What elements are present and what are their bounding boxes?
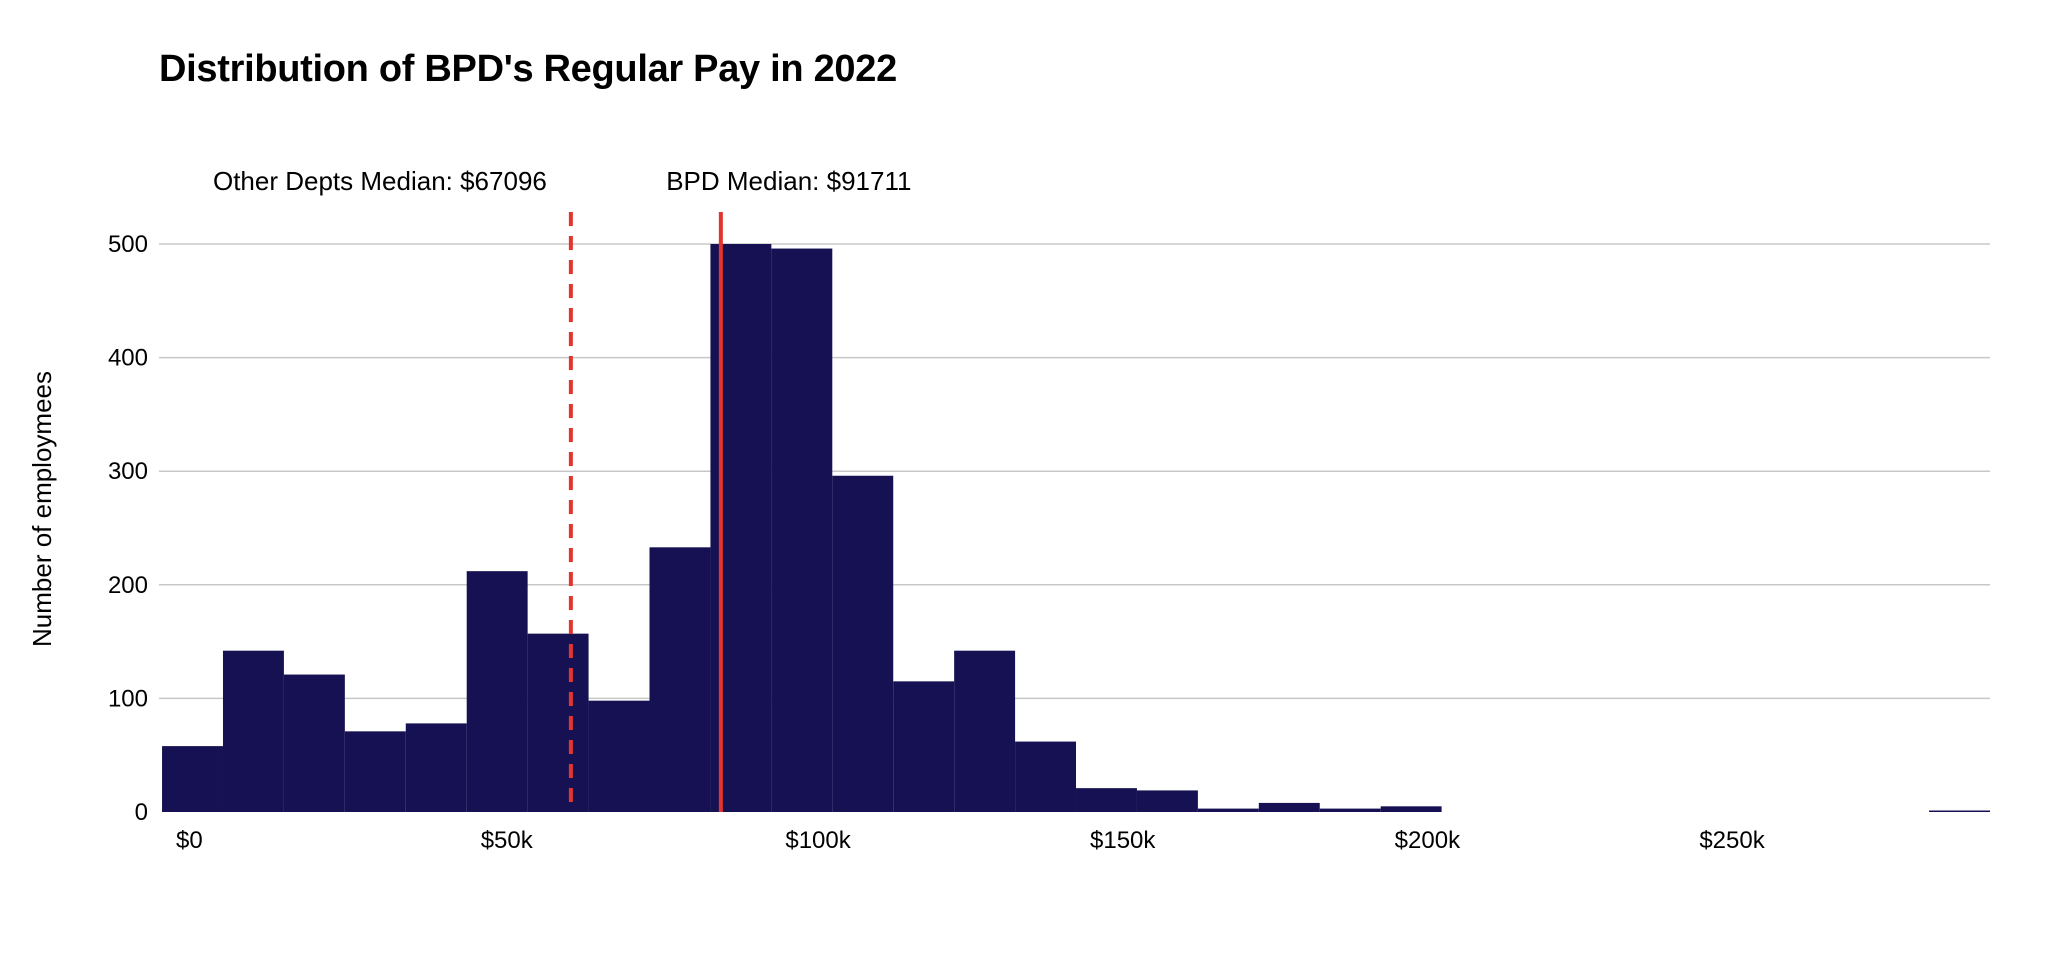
histogram-bar bbox=[649, 547, 711, 812]
histogram-bar bbox=[832, 475, 894, 812]
histogram-bar bbox=[1380, 806, 1442, 812]
y-tick-label: 100 bbox=[108, 685, 148, 712]
x-tick-label: $150k bbox=[1090, 827, 1156, 854]
y-axis-tick-labels: 0 100 200 300 400 500 bbox=[108, 231, 148, 826]
histogram-bar bbox=[1319, 808, 1381, 812]
histogram-bar bbox=[344, 731, 406, 812]
histogram-bar bbox=[405, 723, 467, 812]
y-tick-label: 300 bbox=[108, 458, 148, 485]
histogram-bars bbox=[162, 244, 1990, 812]
histogram-bar bbox=[588, 700, 650, 812]
histogram-bar bbox=[771, 248, 833, 812]
histogram-bar bbox=[527, 633, 589, 812]
histogram-bar bbox=[162, 746, 223, 812]
y-tick-label: 200 bbox=[108, 572, 148, 599]
x-tick-label: $200k bbox=[1395, 827, 1461, 854]
histogram-bar bbox=[1076, 788, 1137, 812]
histogram-bar bbox=[1197, 808, 1259, 812]
histogram-bar bbox=[1258, 802, 1320, 812]
other-depts-median-label: Other Depts Median: $67096 bbox=[213, 166, 547, 196]
gridlines bbox=[159, 243, 1990, 700]
histogram-bar bbox=[283, 674, 345, 812]
histogram-bar bbox=[954, 650, 1016, 812]
x-tick-label: $50k bbox=[481, 827, 534, 854]
y-tick-label: 0 bbox=[135, 799, 148, 826]
x-tick-label: $100k bbox=[785, 827, 851, 854]
median-annotations: Other Depts Median: $67096 BPD Median: $9… bbox=[213, 166, 911, 812]
y-tick-label: 400 bbox=[108, 345, 148, 372]
bpd-median-label: BPD Median: $91711 bbox=[666, 166, 911, 196]
x-tick-label: $250k bbox=[1699, 827, 1765, 854]
chart-title: Distribution of BPD's Regular Pay in 202… bbox=[159, 48, 897, 90]
x-tick-label: $0 bbox=[176, 827, 203, 854]
histogram-bar bbox=[222, 650, 284, 812]
histogram-bar bbox=[1015, 741, 1077, 812]
x-axis-tick-labels: $0 $50k $100k $150k $200k $250k bbox=[176, 827, 1766, 854]
histogram-bar bbox=[466, 571, 528, 812]
histogram-bar bbox=[893, 681, 955, 812]
histogram-bar bbox=[1136, 790, 1198, 812]
y-tick-label: 500 bbox=[108, 231, 148, 258]
histogram-bar bbox=[1929, 810, 1990, 812]
y-axis-title: Number of employmees bbox=[27, 371, 57, 647]
